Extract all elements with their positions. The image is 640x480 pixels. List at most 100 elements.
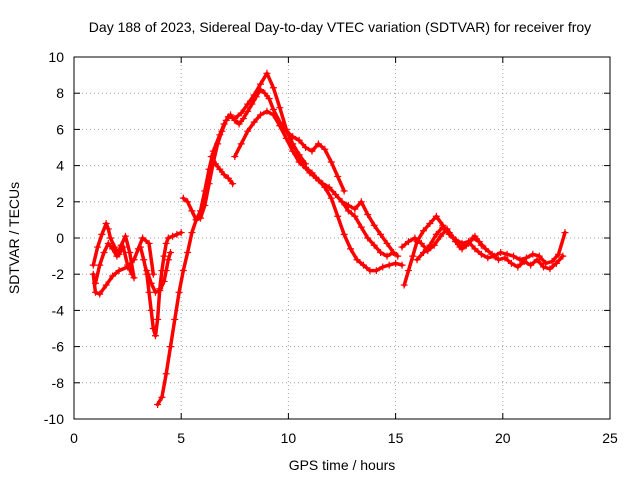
- y-tick-label: 4: [56, 158, 64, 174]
- series-arc-10: [293, 149, 397, 260]
- data-point: [439, 223, 447, 231]
- data-point: [109, 272, 117, 280]
- data-point: [351, 212, 359, 220]
- data-point: [269, 111, 277, 119]
- data-point: [89, 270, 97, 278]
- data-point: [372, 267, 380, 275]
- data-point: [302, 144, 310, 151]
- data-point: [244, 107, 252, 115]
- y-tick-label: 6: [56, 121, 64, 137]
- data-point: [121, 232, 129, 240]
- y-tick-label: -2: [52, 266, 65, 282]
- data-point: [293, 149, 301, 157]
- data-point: [220, 171, 228, 179]
- x-tick-label: 20: [495, 430, 511, 446]
- data-point: [555, 250, 563, 258]
- data-point: [351, 205, 359, 213]
- data-point: [394, 252, 402, 260]
- data-point: [175, 288, 183, 296]
- data-point: [340, 187, 348, 195]
- data-point: [173, 230, 181, 238]
- data-point: [169, 232, 177, 240]
- x-tick-label: 0: [70, 430, 78, 446]
- data-point: [216, 165, 224, 173]
- data-point: [184, 198, 192, 206]
- data-point: [340, 230, 348, 238]
- data-point: [252, 93, 260, 101]
- data-point: [413, 256, 421, 264]
- data-point: [188, 207, 196, 215]
- data-point: [477, 250, 485, 258]
- data-point: [162, 370, 170, 378]
- data-point: [231, 153, 239, 161]
- data-point: [162, 239, 170, 247]
- axis-ticks: 0 5 10 15 20 25 -10 -8 -6 -4 -2 0 2 4 6 8 10: [44, 49, 618, 446]
- y-tick-label: -4: [52, 302, 65, 318]
- data-point: [370, 221, 378, 229]
- data-point: [364, 234, 372, 242]
- data-point: [353, 256, 361, 264]
- data-point: [366, 267, 374, 275]
- data-point: [231, 116, 239, 124]
- data-point: [160, 252, 168, 260]
- data-point: [143, 267, 151, 275]
- data-point: [130, 274, 138, 282]
- data-point: [222, 116, 230, 124]
- data-point: [411, 234, 419, 242]
- data-point: [109, 245, 117, 253]
- data-point: [359, 261, 367, 269]
- data-point: [398, 243, 406, 251]
- series-arc-11: [338, 198, 402, 260]
- x-tick-label: 25: [602, 430, 618, 446]
- data-point: [419, 227, 427, 235]
- data-point: [484, 254, 492, 262]
- grid: [74, 57, 610, 419]
- data-point: [338, 198, 346, 206]
- data-point: [102, 220, 110, 228]
- data-point: [477, 241, 485, 249]
- data-point: [347, 245, 355, 253]
- data-point: [520, 258, 528, 266]
- x-tick-label: 5: [177, 430, 185, 446]
- data-point: [535, 252, 543, 260]
- data-point: [147, 306, 155, 314]
- data-point: [295, 136, 303, 144]
- data-point: [501, 254, 509, 262]
- data-point: [510, 252, 518, 260]
- data-point: [383, 252, 391, 260]
- data-point: [299, 162, 307, 170]
- data-point: [276, 122, 284, 130]
- data-point: [533, 256, 541, 264]
- data-point: [419, 248, 427, 256]
- data-point: [91, 288, 99, 296]
- data-point: [334, 212, 342, 220]
- y-tick-label: -6: [52, 339, 65, 355]
- data-point: [102, 281, 110, 289]
- data-point: [257, 111, 265, 119]
- data-point: [164, 234, 172, 242]
- data-point: [398, 261, 406, 269]
- data-point: [263, 69, 271, 77]
- series-arc-5: [143, 248, 174, 296]
- data-point: [458, 245, 466, 253]
- data-point: [306, 169, 314, 177]
- data-point: [514, 263, 522, 271]
- data-point: [516, 256, 524, 264]
- data-point: [357, 223, 365, 231]
- series-line: [93, 234, 136, 286]
- data-point: [327, 158, 335, 166]
- data-point: [149, 325, 157, 332]
- data-point: [250, 118, 258, 126]
- data-point: [237, 140, 245, 148]
- data-point: [162, 267, 170, 275]
- y-tick-label: 8: [56, 85, 64, 101]
- data-point: [154, 315, 162, 323]
- data-point: [379, 263, 387, 271]
- data-point: [437, 232, 445, 240]
- y-tick-label: 0: [56, 230, 64, 246]
- data-point: [312, 174, 320, 182]
- data-point: [192, 216, 200, 224]
- data-point: [542, 259, 550, 267]
- data-point: [400, 281, 408, 289]
- data-point: [389, 248, 397, 256]
